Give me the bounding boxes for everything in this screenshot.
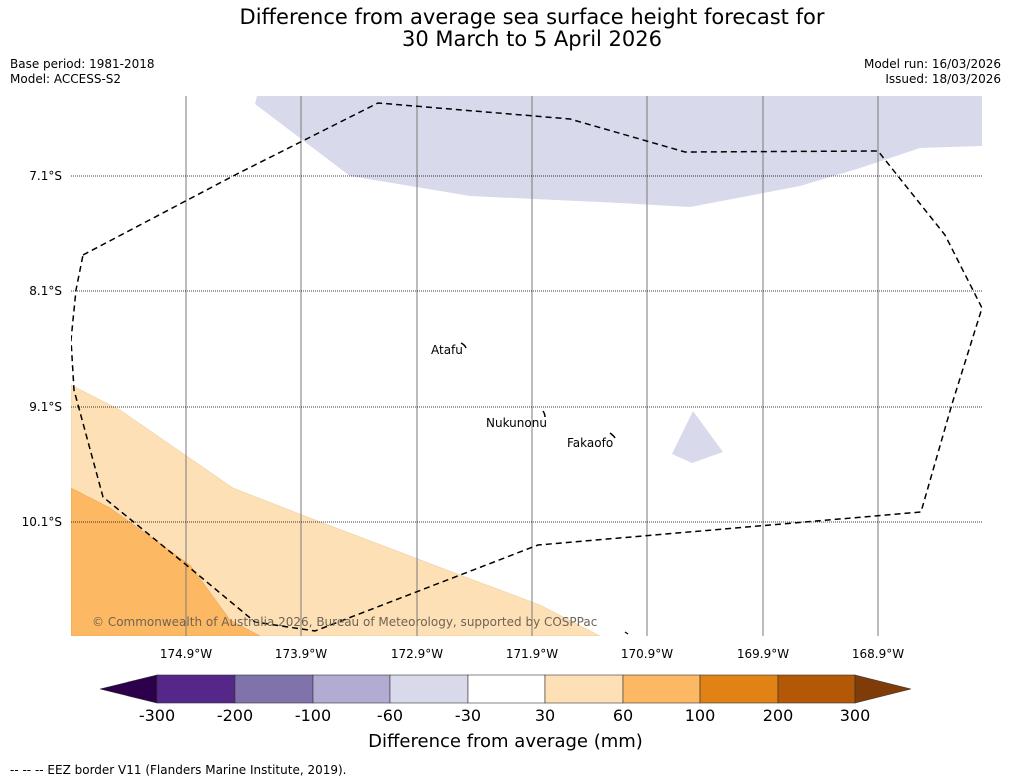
anomaly-area-small — [672, 411, 723, 463]
lon-label: 168.9°W — [851, 647, 905, 661]
title-line-1: Difference from average sea surface heig… — [239, 5, 825, 29]
colorbar-tick: -30 — [454, 706, 482, 725]
colorbar-label: Difference from average (mm) — [368, 731, 643, 752]
lon-label: 169.9°W — [736, 647, 790, 661]
colorbar-extend-high — [854, 674, 912, 704]
lon-label: 170.9°W — [620, 647, 674, 661]
colorbar-segment — [622, 674, 701, 704]
map-area — [71, 96, 982, 636]
colorbar-segment — [234, 674, 314, 704]
place-label-fakaofo: Fakaofo — [567, 436, 614, 450]
lon-label: 174.9°W — [159, 647, 213, 661]
colorbar — [99, 674, 912, 704]
meridians — [185, 96, 879, 636]
colorbar-tick: 200 — [762, 706, 794, 725]
colorbar-segment — [699, 674, 779, 704]
colorbar-tick: -100 — [294, 706, 332, 725]
colorbar-tick: 100 — [684, 706, 716, 725]
atafu-atoll-icon — [460, 342, 467, 349]
model-name: Model: ACCESS-S2 — [10, 72, 122, 86]
anomaly-area-30-60 — [71, 384, 601, 636]
map-title: Difference from average sea surface heig… — [0, 6, 1011, 50]
colorbar-segment — [544, 674, 624, 704]
anomaly-area-60-100 — [71, 487, 261, 636]
meta-right: Model run: 16/03/2026 Issued: 18/03/2026 — [864, 57, 1001, 87]
colorbar-tick: -60 — [376, 706, 404, 725]
copyright-credit: © Commonwealth of Australia 2026, Bureau… — [92, 615, 598, 629]
base-period: Base period: 1981-2018 — [10, 57, 155, 71]
title-line-2: 30 March to 5 April 2026 — [402, 27, 662, 51]
lon-label: 171.9°W — [505, 647, 559, 661]
lon-label: 173.9°W — [274, 647, 328, 661]
lat-label: 7.1°S — [29, 169, 62, 183]
colorbar-segment — [389, 674, 469, 704]
fakaofo-atoll-icon — [609, 432, 616, 439]
lon-label: 172.9°W — [390, 647, 444, 661]
island-speck-icon — [624, 631, 629, 635]
colorbar-extend-low — [99, 674, 158, 704]
colorbar-tick: 30 — [534, 706, 556, 725]
model-run: Model run: 16/03/2026 — [863, 57, 1001, 71]
lat-label: 9.1°S — [29, 400, 62, 414]
colorbar-tick: 300 — [839, 706, 871, 725]
colorbar-tick: -300 — [138, 706, 176, 725]
nukunonu-atoll-icon — [542, 410, 546, 418]
parallels — [71, 175, 982, 523]
lat-label: 10.1°S — [21, 515, 62, 529]
meta-left: Base period: 1981-2018 Model: ACCESS-S2 — [10, 57, 155, 87]
colorbar-segment — [156, 674, 236, 704]
colorbar-tick: 60 — [612, 706, 634, 725]
lat-label: 8.1°S — [29, 284, 62, 298]
colorbar-segment — [777, 674, 856, 704]
anomaly-area-top — [255, 96, 982, 207]
colorbar-tick: -200 — [216, 706, 254, 725]
colorbar-segment — [312, 674, 391, 704]
eez-border — [71, 102, 982, 632]
place-label-atafu: Atafu — [431, 343, 463, 357]
eez-footnote: -- -- -- EEZ border V11 (Flanders Marine… — [10, 763, 347, 777]
colorbar-segment — [467, 674, 546, 704]
place-label-nukunonu: Nukunonu — [486, 416, 547, 430]
issued-date: Issued: 18/03/2026 — [885, 72, 1001, 86]
